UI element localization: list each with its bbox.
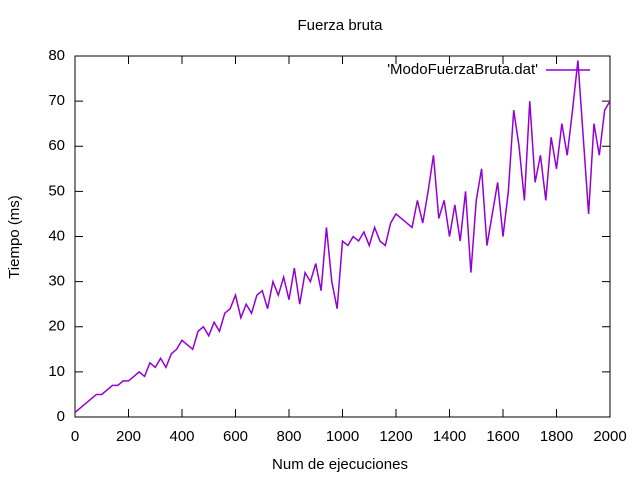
x-tick-label: 600 [223,428,248,445]
y-tick-label: 10 [48,363,65,380]
x-tick-label: 1800 [540,428,573,445]
x-tick-label: 1400 [433,428,466,445]
x-tick-label: 2000 [593,428,626,445]
y-tick-label: 20 [48,318,65,335]
x-tick-label: 200 [116,428,141,445]
x-tick-label: 800 [276,428,301,445]
x-axis-label: Num de ejecuciones [272,456,408,473]
y-tick-label: 60 [48,137,65,154]
x-tick-label: 1600 [486,428,519,445]
y-tick-label: 40 [48,227,65,244]
plot-frame [74,55,611,418]
data-line [74,60,611,414]
y-tick-label: 0 [57,408,65,425]
y-axis-label: Tiempo (ms) [6,195,23,279]
y-tick-label: 70 [48,92,65,109]
legend-label: 'ModoFuerzaBruta.dat' [387,61,538,78]
x-tick-label: 400 [169,428,194,445]
y-tick-label: 80 [48,47,65,64]
y-tick-label: 30 [48,273,65,290]
chart-title: Fuerza bruta [297,17,383,34]
x-tick-label: 0 [71,428,79,445]
x-tick-label: 1000 [326,428,359,445]
x-tick-label: 1200 [379,428,412,445]
y-tick-label: 50 [48,182,65,199]
